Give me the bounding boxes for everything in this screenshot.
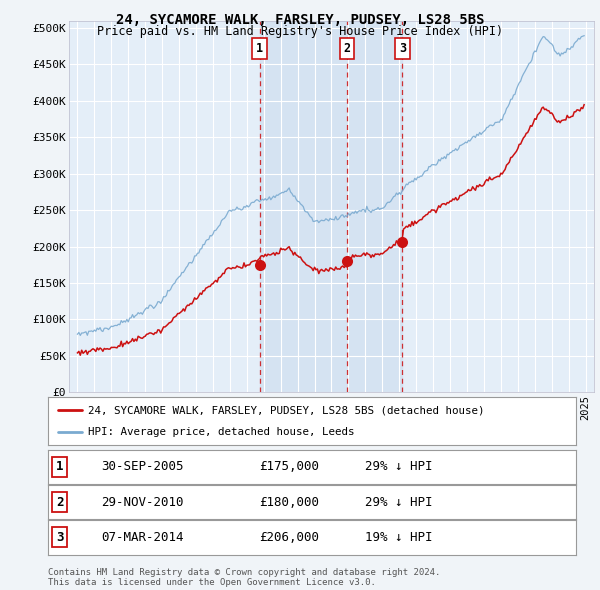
Text: 3: 3	[399, 42, 406, 55]
Bar	[260, 21, 403, 392]
Text: 24, SYCAMORE WALK, FARSLEY, PUDSEY, LS28 5BS: 24, SYCAMORE WALK, FARSLEY, PUDSEY, LS28…	[116, 13, 484, 27]
Text: 24, SYCAMORE WALK, FARSLEY, PUDSEY, LS28 5BS (detached house): 24, SYCAMORE WALK, FARSLEY, PUDSEY, LS28…	[88, 405, 484, 415]
Text: 29% ↓ HPI: 29% ↓ HPI	[365, 496, 432, 509]
Text: 3: 3	[56, 531, 64, 544]
Text: 29% ↓ HPI: 29% ↓ HPI	[365, 460, 432, 473]
Text: £175,000: £175,000	[259, 460, 319, 473]
Text: Contains HM Land Registry data © Crown copyright and database right 2024.
This d: Contains HM Land Registry data © Crown c…	[48, 568, 440, 587]
Text: £180,000: £180,000	[259, 496, 319, 509]
Text: Price paid vs. HM Land Registry's House Price Index (HPI): Price paid vs. HM Land Registry's House …	[97, 25, 503, 38]
Text: 07-MAR-2014: 07-MAR-2014	[101, 531, 184, 544]
Text: HPI: Average price, detached house, Leeds: HPI: Average price, detached house, Leed…	[88, 427, 354, 437]
Text: 19% ↓ HPI: 19% ↓ HPI	[365, 531, 432, 544]
Text: 2: 2	[56, 496, 64, 509]
Text: 30-SEP-2005: 30-SEP-2005	[101, 460, 184, 473]
Text: £206,000: £206,000	[259, 531, 319, 544]
Text: 2: 2	[344, 42, 350, 55]
Text: 1: 1	[256, 42, 263, 55]
Text: 29-NOV-2010: 29-NOV-2010	[101, 496, 184, 509]
Text: 1: 1	[56, 460, 64, 473]
